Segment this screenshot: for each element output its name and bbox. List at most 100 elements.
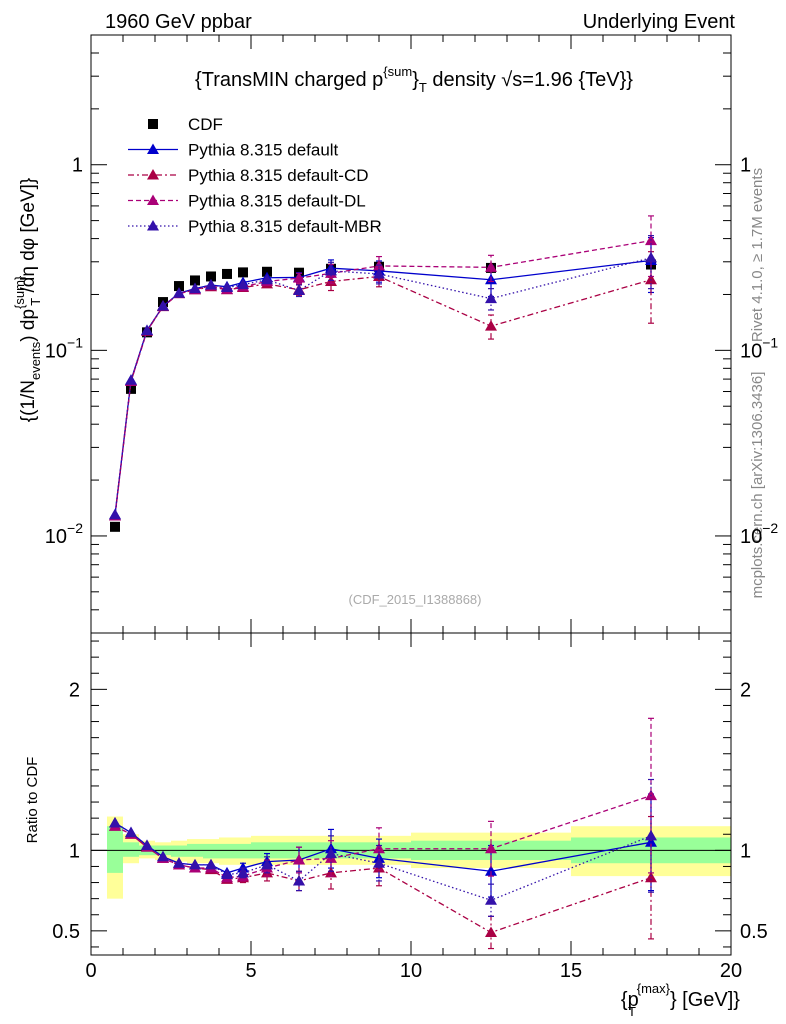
point-mbr [205, 278, 217, 290]
ratio-point-mbr [221, 868, 233, 879]
ratio-point-default [645, 836, 657, 847]
ratio-y-tick-label-right: 1 [740, 840, 751, 862]
ratio-point-mbr [109, 816, 121, 828]
point-dl [485, 261, 497, 272]
point-mbr [141, 324, 153, 335]
band-inner [235, 843, 251, 859]
header-left: 1960 GeV ppbar [105, 11, 252, 33]
point-data [190, 275, 200, 286]
series-dl [109, 215, 657, 521]
ratio-point-cd [485, 926, 497, 937]
main-y-label: {(1/Nevents) dp{sum}T /dη dφ [GeV]} [12, 178, 43, 423]
main-y-tick-label-right: 10−1 [740, 334, 778, 362]
point-data [126, 383, 136, 394]
point-mbr [373, 267, 385, 279]
series-line-default [114, 259, 652, 515]
ratio-point-mbr [205, 858, 217, 870]
legend-marker-mbr [147, 220, 159, 231]
x-tick-label: 10 [400, 960, 422, 982]
ratio-point-cd [645, 871, 657, 883]
analysis-watermark: (CDF_2015_I1388868) [349, 592, 482, 607]
ratio-point-dl [485, 842, 497, 854]
ratio-point-mbr [237, 866, 249, 878]
main-y-tick-label-right: 10−2 [740, 520, 778, 548]
header-right: Underlying Event [583, 11, 736, 33]
ratio-series-group [109, 717, 657, 950]
legend-label-mbr: Pythia 8.315 default-MBR [188, 217, 382, 236]
main-axes: 10−2 10−1 1 10−2 10−1 1 [45, 34, 778, 634]
point-mbr [109, 508, 121, 520]
ratio-point-mbr [173, 857, 185, 868]
series-mbr [109, 235, 657, 520]
ratio-point-dl [293, 854, 305, 865]
ratio-point-mbr [261, 858, 273, 870]
point-dl [293, 272, 305, 283]
legend-marker-data [148, 119, 158, 129]
main-y-tick-label: 1 [72, 155, 83, 177]
ratio-point-mbr [645, 829, 657, 841]
ratio-frame [90, 632, 732, 956]
x-tick-label: 15 [560, 960, 582, 982]
ratio-uncertainty-bands [107, 816, 731, 899]
band-inner [203, 843, 219, 859]
ratio-point-mbr [485, 894, 497, 905]
point-mbr [221, 281, 233, 293]
ratio-y-tick-label: 1 [69, 840, 80, 862]
legend: CDF Pythia 8.315 default Pythia 8.315 defa… [128, 115, 382, 236]
ratio-point-mbr [141, 839, 153, 851]
ratio-y-label: Ratio to CDF [24, 757, 41, 844]
main-frame [90, 34, 732, 634]
ratio-point-default [485, 865, 497, 876]
ratio-point-mbr [325, 847, 337, 859]
series-data [110, 259, 656, 532]
legend-label-dl: Pythia 8.315 default-DL [188, 192, 366, 211]
ratio-point-mbr [293, 874, 305, 886]
ratio-axes: 0 5 10 15 20 0.5 0.5 1 1 2 2 [52, 633, 768, 982]
main-y-tick-label-right: 1 [740, 155, 751, 177]
ratio-point-mbr [189, 858, 201, 870]
main-series-group [109, 215, 657, 532]
ratio-y-tick-label-right: 2 [740, 679, 751, 701]
point-cd [645, 273, 657, 285]
ratio-point-mbr [125, 826, 137, 838]
point-data [206, 271, 216, 282]
band-inner [219, 843, 235, 859]
x-tick-label: 0 [85, 960, 96, 982]
ratio-point-mbr [157, 850, 169, 862]
legend-label-default: Pythia 8.315 default [188, 141, 339, 160]
point-data [174, 281, 184, 292]
point-mbr [261, 273, 273, 285]
legend-marker-dl [147, 194, 159, 205]
legend-item-dl: Pythia 8.315 default-DL [128, 192, 366, 211]
point-cd [485, 320, 497, 331]
legend-item-cd: Pythia 8.315 default-CD [128, 166, 369, 185]
ratio-y-tick-label-right: 0.5 [740, 921, 768, 943]
legend-item-data: CDF [148, 115, 223, 134]
band-inner [107, 826, 123, 873]
point-mbr [325, 264, 337, 276]
legend-marker-default [147, 143, 159, 154]
series-line-mbr [114, 257, 652, 515]
x-tick-label: 5 [245, 960, 256, 982]
point-mbr [645, 251, 657, 263]
x-tick-label: 20 [720, 960, 742, 982]
legend-item-mbr: Pythia 8.315 default-MBR [128, 217, 382, 236]
legend-label-cd: Pythia 8.315 default-CD [188, 166, 369, 185]
legend-item-default: Pythia 8.315 default [128, 141, 339, 160]
main-y-tick-label: 10−1 [45, 334, 83, 362]
ratio-y-tick-label: 2 [69, 679, 80, 701]
point-mbr [293, 284, 305, 296]
ratio-series-mbr [109, 778, 657, 917]
point-mbr [485, 292, 497, 304]
legend-label-data: CDF [188, 115, 223, 134]
series-line-dl [114, 239, 652, 517]
ratio-point-mbr [373, 857, 385, 868]
main-title: {TransMIN charged p{sum}T density √s=1.9… [195, 64, 633, 95]
point-mbr [173, 287, 185, 298]
point-mbr [125, 374, 137, 385]
band-inner [123, 842, 139, 857]
side-label-rivet: Rivet 4.1.0, ≥ 1.7M events [749, 168, 766, 342]
band-inner [171, 845, 187, 857]
series-line-cd [114, 275, 652, 517]
